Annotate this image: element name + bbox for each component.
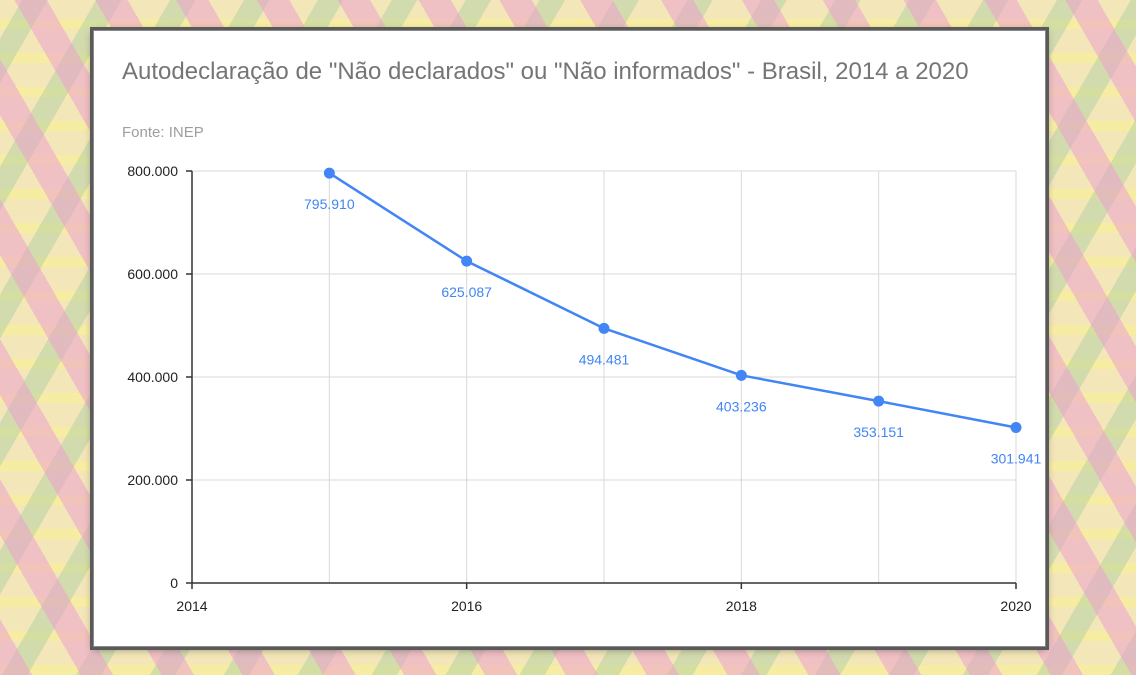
data-label: 625.087 — [441, 284, 492, 300]
data-label: 301.941 — [991, 451, 1042, 467]
chart-title: Autodeclaração de "Não declarados" ou "N… — [122, 58, 969, 85]
data-label: 494.481 — [579, 351, 630, 367]
data-point — [873, 395, 885, 407]
line-chart: 0 200.000 400.000 600.000 800.000 2014 2016 201… — [127, 163, 1042, 614]
series-line — [328, 172, 1017, 429]
y-tick-label: 800.000 — [127, 163, 178, 179]
chart-subtitle: Fonte: INEP — [122, 124, 204, 141]
x-tick-label: 2020 — [1000, 598, 1031, 614]
data-point — [461, 255, 473, 267]
data-label: 403.236 — [716, 398, 767, 414]
x-tick-label: 2016 — [451, 598, 482, 614]
data-point — [598, 322, 610, 334]
y-tick-label: 400.000 — [127, 369, 178, 385]
y-tick-label: 200.000 — [127, 472, 178, 488]
x-tick-label: 2018 — [726, 598, 757, 614]
chart-card: Autodeclaração de "Não declarados" ou "N… — [93, 30, 1046, 647]
data-label: 353.151 — [853, 424, 904, 440]
data-point — [735, 369, 747, 381]
data-point — [323, 167, 335, 179]
y-tick-label: 0 — [170, 575, 178, 591]
data-label: 795.910 — [304, 196, 355, 212]
y-tick-label: 600.000 — [127, 266, 178, 282]
x-tick-label: 2014 — [176, 598, 207, 614]
data-point — [1010, 422, 1022, 434]
